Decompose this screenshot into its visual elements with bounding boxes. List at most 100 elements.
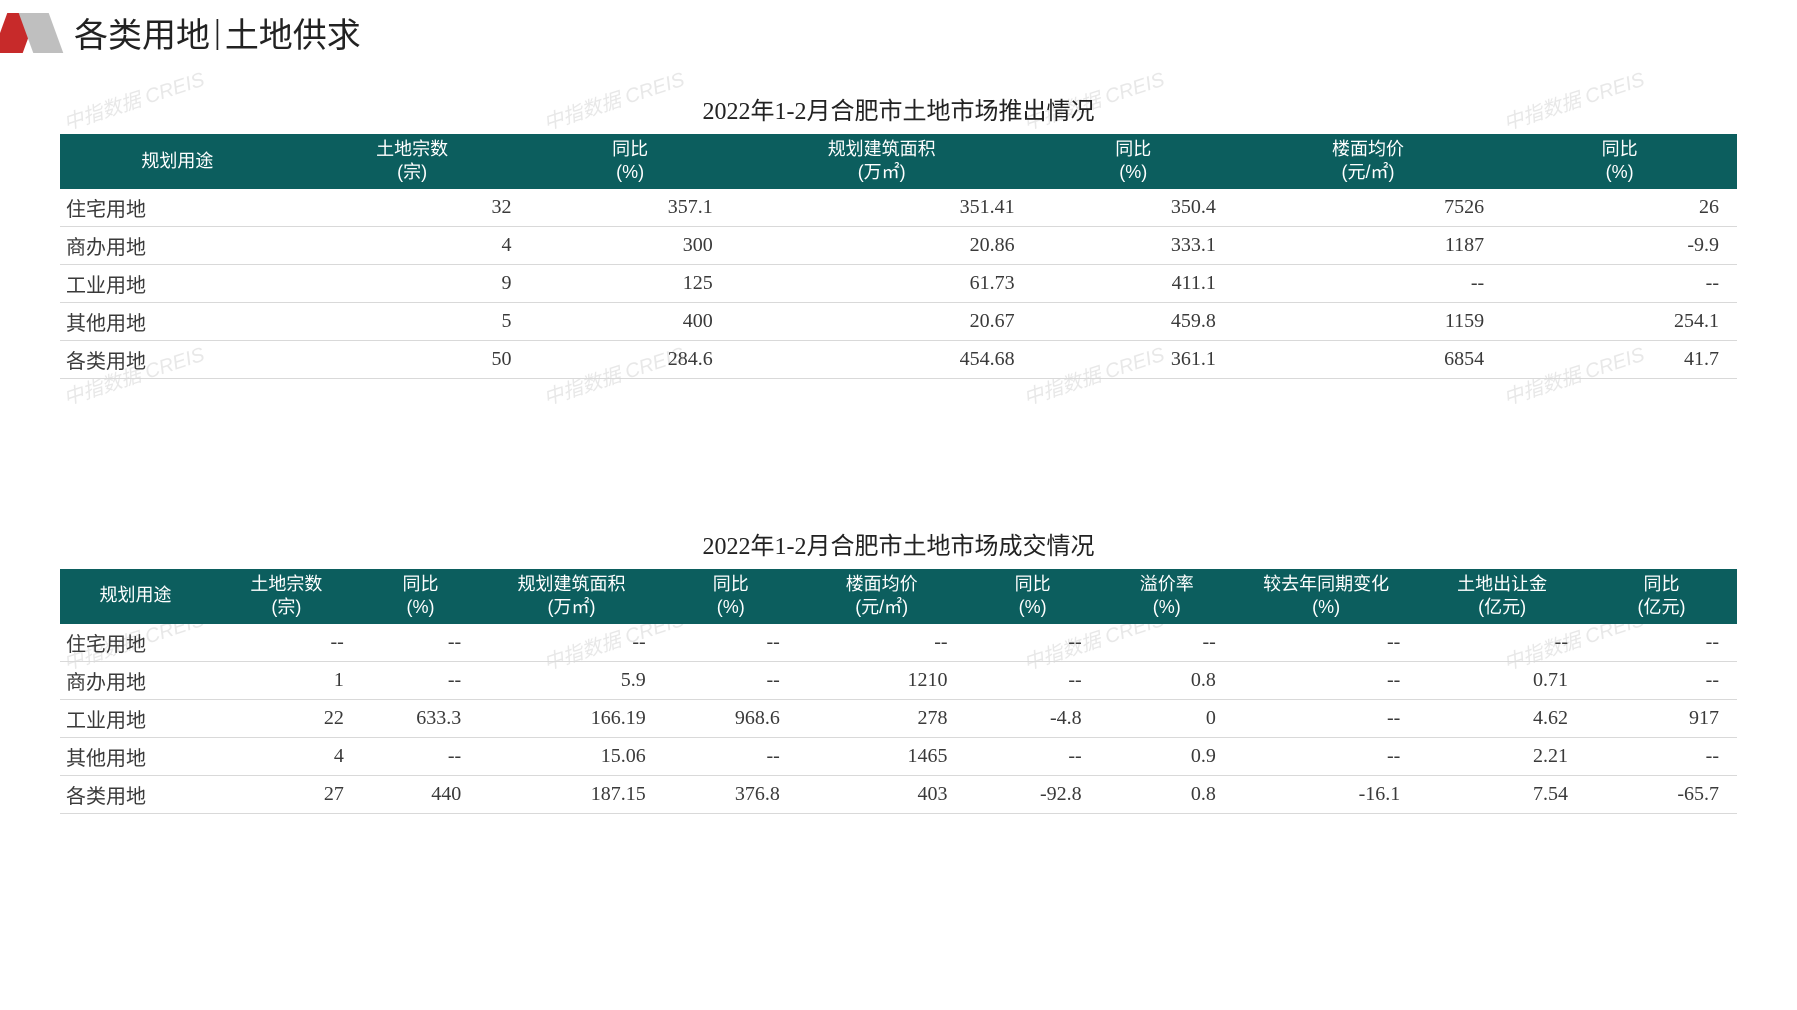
cell-value: 0.9 — [1100, 737, 1234, 775]
cell-value: -- — [1234, 624, 1418, 662]
table1-title: 2022年1-2月合肥市土地市场推出情况 — [60, 91, 1737, 126]
table-row: 工业用地912561.73411.1---- — [60, 264, 1737, 302]
row-label: 住宅用地 — [60, 624, 211, 662]
cell-value: -- — [664, 661, 798, 699]
cell-value: -- — [798, 624, 966, 662]
cell-value: 400 — [530, 302, 731, 340]
title-right: 土地供求 — [225, 8, 361, 57]
cell-value: 50 — [295, 340, 530, 378]
row-label: 商办用地 — [60, 226, 295, 264]
cell-value: -- — [362, 661, 479, 699]
title-separator: | — [214, 14, 221, 52]
table-row: 其他用地540020.67459.81159254.1 — [60, 302, 1737, 340]
column-header: 楼面均价(元/㎡) — [1234, 134, 1502, 189]
title-left: 各类用地 — [74, 8, 210, 57]
cell-value: 7.54 — [1418, 775, 1586, 813]
table-header-row: 规划用途土地宗数(宗)同比(%)规划建筑面积(万㎡)同比(%)楼面均价(元/㎡)… — [60, 134, 1737, 189]
cell-value: -- — [1586, 624, 1737, 662]
cell-value: 254.1 — [1502, 302, 1737, 340]
column-header: 同比(%) — [530, 134, 731, 189]
cell-value: -- — [1586, 737, 1737, 775]
column-header: 同比(%) — [1033, 134, 1234, 189]
cell-value: -65.7 — [1586, 775, 1737, 813]
row-label: 工业用地 — [60, 699, 211, 737]
column-header: 同比(亿元) — [1586, 569, 1737, 624]
column-header: 溢价率(%) — [1100, 569, 1234, 624]
cell-value: 9 — [295, 264, 530, 302]
cell-value: 357.1 — [530, 189, 731, 227]
cell-value: -- — [362, 737, 479, 775]
cell-value: -- — [966, 661, 1100, 699]
cell-value: 459.8 — [1033, 302, 1234, 340]
cell-value: 403 — [798, 775, 966, 813]
table-transaction: 规划用途土地宗数(宗)同比(%)规划建筑面积(万㎡)同比(%)楼面均价(元/㎡)… — [60, 569, 1737, 814]
cell-value: 4 — [211, 737, 362, 775]
cell-value: 4.62 — [1418, 699, 1586, 737]
table-row: 住宅用地-------------------- — [60, 624, 1737, 662]
cell-value: 633.3 — [362, 699, 479, 737]
column-header: 同比(%) — [664, 569, 798, 624]
cell-value: 61.73 — [731, 264, 1033, 302]
cell-value: 411.1 — [1033, 264, 1234, 302]
cell-value: 0.71 — [1418, 661, 1586, 699]
cell-value: 5 — [295, 302, 530, 340]
column-header: 较去年同期变化(%) — [1234, 569, 1418, 624]
cell-value: 0.8 — [1100, 775, 1234, 813]
cell-value: 968.6 — [664, 699, 798, 737]
cell-value: 0 — [1100, 699, 1234, 737]
cell-value: -- — [1234, 699, 1418, 737]
cell-value: 454.68 — [731, 340, 1033, 378]
cell-value: 166.19 — [479, 699, 663, 737]
cell-value: -4.8 — [966, 699, 1100, 737]
cell-value: -- — [966, 624, 1100, 662]
column-header: 同比(%) — [362, 569, 479, 624]
table-row: 各类用地27440187.15376.8403-92.80.8-16.17.54… — [60, 775, 1737, 813]
cell-value: 361.1 — [1033, 340, 1234, 378]
cell-value: 1 — [211, 661, 362, 699]
cell-value: 917 — [1586, 699, 1737, 737]
column-header: 土地出让金(亿元) — [1418, 569, 1586, 624]
cell-value: 333.1 — [1033, 226, 1234, 264]
table-row: 各类用地50284.6454.68361.1685441.7 — [60, 340, 1737, 378]
cell-value: 1159 — [1234, 302, 1502, 340]
cell-value: -- — [1586, 661, 1737, 699]
cell-value: -- — [1234, 264, 1502, 302]
cell-value: 5.9 — [479, 661, 663, 699]
row-label: 住宅用地 — [60, 189, 295, 227]
cell-value: -- — [211, 624, 362, 662]
cell-value: -- — [1418, 624, 1586, 662]
cell-value: -9.9 — [1502, 226, 1737, 264]
cell-value: 20.67 — [731, 302, 1033, 340]
column-header: 规划用途 — [60, 134, 295, 189]
cell-value: 20.86 — [731, 226, 1033, 264]
cell-value: 278 — [798, 699, 966, 737]
cell-value: -16.1 — [1234, 775, 1418, 813]
cell-value: 1465 — [798, 737, 966, 775]
table-row: 住宅用地32357.1351.41350.4752626 — [60, 189, 1737, 227]
column-header: 同比(%) — [1502, 134, 1737, 189]
cell-value: 0.8 — [1100, 661, 1234, 699]
table-header-row: 规划用途土地宗数(宗)同比(%)规划建筑面积(万㎡)同比(%)楼面均价(元/㎡)… — [60, 569, 1737, 624]
row-label: 工业用地 — [60, 264, 295, 302]
cell-value: -- — [966, 737, 1100, 775]
cell-value: 300 — [530, 226, 731, 264]
cell-value: -- — [664, 737, 798, 775]
column-header: 规划建筑面积(万㎡) — [479, 569, 663, 624]
logo-icon — [0, 13, 56, 53]
cell-value: -- — [664, 624, 798, 662]
cell-value: 350.4 — [1033, 189, 1234, 227]
cell-value: -- — [1502, 264, 1737, 302]
column-header: 规划用途 — [60, 569, 211, 624]
cell-value: 1187 — [1234, 226, 1502, 264]
cell-value: -- — [1100, 624, 1234, 662]
cell-value: -- — [362, 624, 479, 662]
cell-value: 26 — [1502, 189, 1737, 227]
cell-value: 125 — [530, 264, 731, 302]
row-label: 商办用地 — [60, 661, 211, 699]
row-label: 各类用地 — [60, 340, 295, 378]
cell-value: 351.41 — [731, 189, 1033, 227]
cell-value: 4 — [295, 226, 530, 264]
cell-value: 376.8 — [664, 775, 798, 813]
table-supply: 规划用途土地宗数(宗)同比(%)规划建筑面积(万㎡)同比(%)楼面均价(元/㎡)… — [60, 134, 1737, 379]
cell-value: 32 — [295, 189, 530, 227]
